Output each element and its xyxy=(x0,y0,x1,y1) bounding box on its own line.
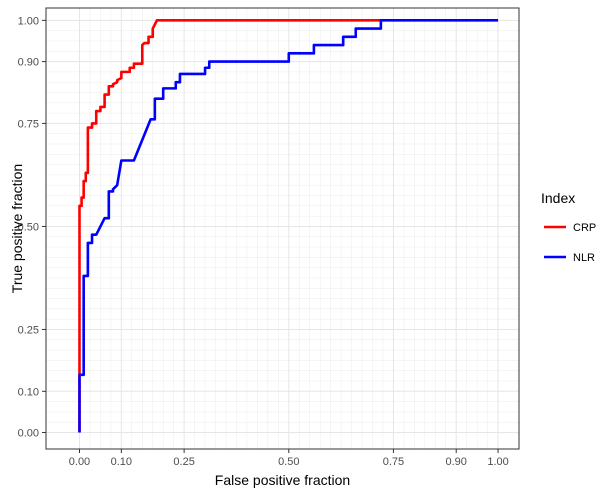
legend-items: CRP NLR xyxy=(544,222,596,264)
x-tick-label: 0.10 xyxy=(111,456,132,468)
x-tick-label: 0.75 xyxy=(383,456,404,468)
y-tick-label: 0.50 xyxy=(18,221,39,233)
y-tick-label: 0.00 xyxy=(18,428,39,440)
series-line-crp xyxy=(78,19,381,433)
legend-label-nlr: NLR xyxy=(573,252,595,264)
panel-border xyxy=(45,7,520,450)
grid-minor xyxy=(46,8,519,449)
y-axis: 0.00 0.10 0.25 0.50 0.75 0.90 1.00 xyxy=(18,15,46,440)
x-axis-title: False positive fraction xyxy=(215,472,350,488)
y-axis-title: True positive fraction xyxy=(9,164,25,293)
x-axis: 0.00 0.10 0.25 0.50 0.75 0.90 1.00 xyxy=(69,449,509,468)
x-tick-label: 1.00 xyxy=(487,456,508,468)
legend: Index CRP NLR xyxy=(541,190,596,264)
y-tick-label: 0.10 xyxy=(18,386,39,398)
series-layer xyxy=(78,19,499,433)
series-line-nlr xyxy=(78,19,499,433)
y-tick-label: 0.25 xyxy=(18,324,39,336)
x-tick-label: 0.25 xyxy=(173,456,194,468)
legend-title: Index xyxy=(541,190,575,206)
x-tick-label: 0.50 xyxy=(278,456,299,468)
y-tick-label: 0.90 xyxy=(18,57,39,69)
x-tick-label: 0.00 xyxy=(69,456,90,468)
legend-label-crp: CRP xyxy=(573,222,596,234)
y-tick-label: 0.75 xyxy=(18,118,39,130)
y-tick-label: 1.00 xyxy=(18,15,39,27)
x-tick-label: 0.90 xyxy=(446,456,467,468)
grid-major xyxy=(46,8,519,449)
